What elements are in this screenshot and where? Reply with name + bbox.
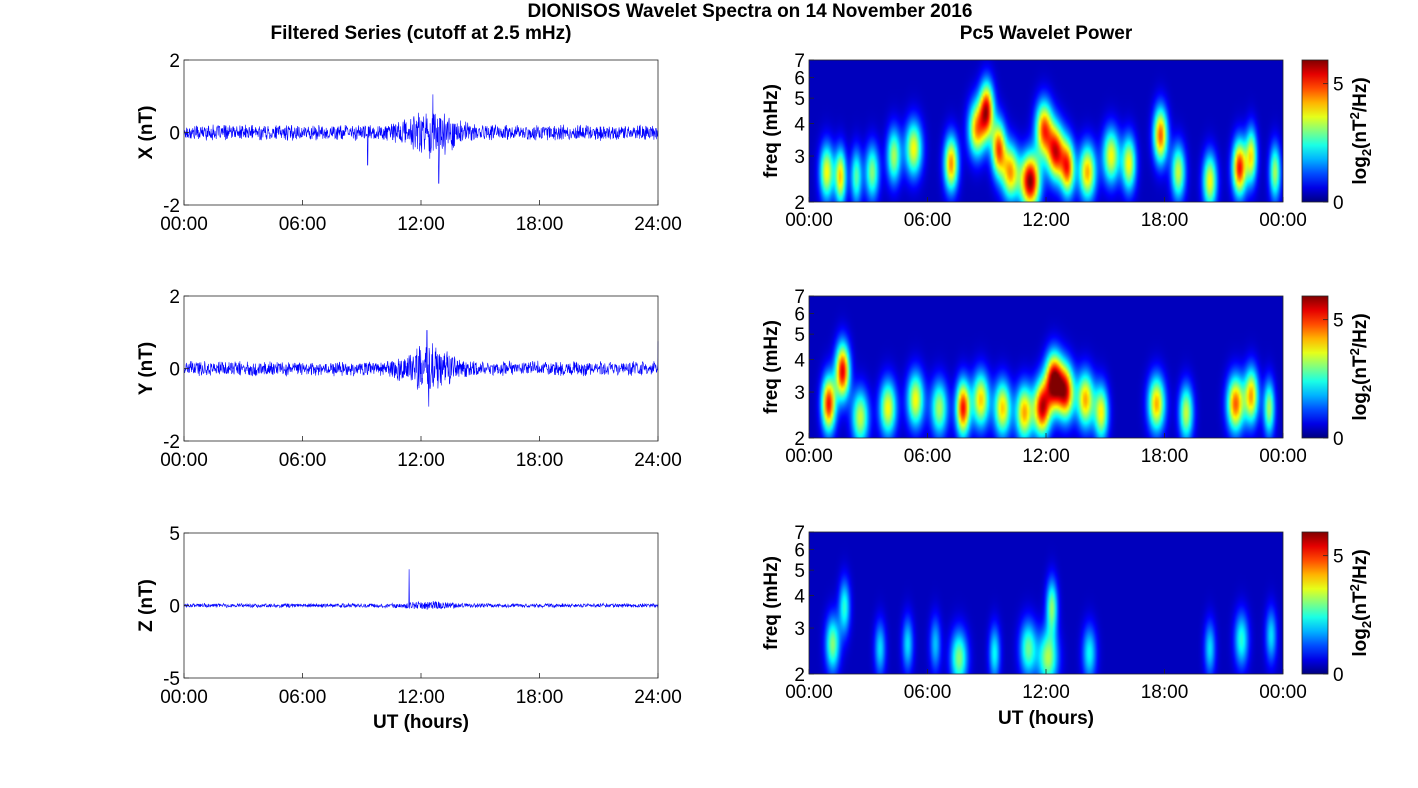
y-series-ylabel: Y (nT)	[136, 342, 157, 395]
z-wavelet-ytick-label: 2	[794, 665, 805, 686]
y-wavelet-ytick-label: 2	[794, 429, 805, 450]
z-wavelet-xtick-label: 06:00	[904, 682, 952, 703]
x-wavelet-xtick-label: 06:00	[904, 210, 952, 231]
y-wavelet-ytick-label: 6	[794, 304, 805, 325]
y-wavelet-colorbar	[1301, 295, 1329, 439]
z-series-ylabel: Z (nT)	[136, 579, 157, 632]
y-wavelet-ytick-label: 4	[794, 350, 805, 371]
y-series-ytick-label: 2	[169, 287, 180, 308]
y-series-xtick-label: 06:00	[279, 450, 327, 471]
z-series-ytick-label: -5	[163, 669, 180, 690]
z-wavelet-xtick-label: 00:00	[785, 682, 833, 703]
x-wavelet-ytick-label: 5	[794, 89, 805, 110]
z-wavelet-colorbar	[1301, 531, 1329, 675]
y-wavelet-ytick-label: 3	[794, 383, 805, 404]
x-series-trace	[183, 94, 659, 184]
x-wavelet-ytick-label: 6	[794, 68, 805, 89]
x-series-ytick-label: -2	[163, 196, 180, 217]
x-series-panel: 00:00 06:00 12:00 18:00 24:00 -2 0 2 X (nT)	[136, 51, 682, 235]
y-series-panel: 00:00 06:00 12:00 18:00 24:00 -2 0 2 Y (nT)	[136, 287, 682, 471]
x-wavelet-ytick-label: 2	[794, 193, 805, 214]
z-wavelet-image	[809, 532, 1283, 674]
y-series-ytick-label: -2	[163, 432, 180, 453]
figure-title: DIONISOS Wavelet Spectra on 14 November …	[528, 1, 973, 22]
z-wavelet-ylabel: freq (mHz)	[761, 556, 782, 650]
left-column-title: Filtered Series (cutoff at 2.5 mHz)	[271, 23, 572, 44]
y-series-xtick-label: 18:00	[516, 450, 564, 471]
z-series-ytick-label: 5	[169, 524, 180, 545]
x-wavelet-ytick-label: 3	[794, 147, 805, 168]
z-wavelet-ytick-label: 7	[794, 523, 805, 544]
y-wavelet-ytick-label: 5	[794, 325, 805, 346]
z-wavelet-colorbar-label: log2(nT2/Hz)	[1347, 549, 1374, 656]
x-wavelet-ytick-label: 7	[794, 51, 805, 72]
x-wavelet-colorbar-tick-label: 5	[1333, 75, 1344, 96]
z-wavelet-colorbar-tick-label: 5	[1333, 547, 1344, 568]
z-series-xtick-label: 18:00	[516, 687, 564, 708]
z-wavelet-xtick-label: 12:00	[1022, 682, 1070, 703]
z-series-xtick-label: 00:00	[160, 687, 208, 708]
x-wavelet-ylabel: freq (mHz)	[761, 84, 782, 178]
y-wavelet-ylabel: freq (mHz)	[761, 320, 782, 414]
z-series-xtick-label: 06:00	[279, 687, 327, 708]
x-series-ytick-label: 0	[169, 124, 180, 145]
x-series-xtick-label: 12:00	[397, 214, 445, 235]
z-series-xtick-label: 24:00	[634, 687, 682, 708]
z-wavelet-ytick-label: 3	[794, 619, 805, 640]
x-wavelet-xtick-label: 12:00	[1022, 210, 1070, 231]
x-series-xtick-label: 18:00	[516, 214, 564, 235]
y-wavelet-xtick-label: 00:00	[1259, 446, 1307, 467]
z-series-ytick-label: 0	[169, 597, 180, 618]
y-wavelet-xtick-label: 12:00	[1022, 446, 1070, 467]
z-series-trace	[183, 569, 659, 610]
z-wavelet-xtick-label: 00:00	[1259, 682, 1307, 703]
y-wavelet-colorbar-tick-label: 5	[1333, 311, 1344, 332]
y-wavelet-colorbar-tick-label: 0	[1333, 429, 1344, 450]
x-wavelet-colorbar-tick-label: 0	[1333, 193, 1344, 214]
x-series-ytick-label: 2	[169, 51, 180, 72]
y-wavelet-image	[809, 296, 1283, 438]
y-series-ytick-label: 0	[169, 360, 180, 381]
z-wavelet-ytick-label: 5	[794, 561, 805, 582]
x-wavelet-ytick-label: 4	[794, 114, 805, 135]
y-series-xtick-label: 24:00	[634, 450, 682, 471]
x-wavelet-image	[809, 60, 1283, 202]
y-wavelet-xtick-label: 18:00	[1141, 446, 1189, 467]
right-column-title: Pc5 Wavelet Power	[960, 23, 1133, 44]
x-wavelet-colorbar	[1301, 59, 1329, 203]
y-wavelet-xtick-label: 06:00	[904, 446, 952, 467]
y-wavelet-ytick-label: 7	[794, 287, 805, 308]
z-wavelet-colorbar-tick-label: 0	[1333, 665, 1344, 686]
x-series-xtick-label: 06:00	[279, 214, 327, 235]
x-series-xtick-label: 24:00	[634, 214, 682, 235]
z-wavelet-ytick-label: 6	[794, 540, 805, 561]
z-series-xlabel: UT (hours)	[373, 712, 469, 733]
y-series-xtick-label: 00:00	[160, 450, 208, 471]
y-series-xtick-label: 12:00	[397, 450, 445, 471]
z-wavelet-xlabel: UT (hours)	[998, 708, 1094, 729]
y-wavelet-colorbar-label: log2(nT2/Hz)	[1347, 313, 1374, 420]
z-wavelet-xtick-label: 18:00	[1141, 682, 1189, 703]
x-wavelet-xtick-label: 00:00	[785, 210, 833, 231]
y-wavelet-xtick-label: 00:00	[785, 446, 833, 467]
z-series-panel: 00:00 06:00 12:00 18:00 24:00 -5 0 5 Z (nT) UT (h…	[136, 524, 682, 733]
y-series-trace	[183, 330, 659, 407]
x-wavelet-xtick-label: 18:00	[1141, 210, 1189, 231]
x-wavelet-xtick-label: 00:00	[1259, 210, 1307, 231]
x-wavelet-colorbar-label: log2(nT2/Hz)	[1347, 77, 1374, 184]
z-series-xtick-label: 12:00	[397, 687, 445, 708]
x-series-ylabel: X (nT)	[136, 106, 157, 160]
x-series-xtick-label: 00:00	[160, 214, 208, 235]
z-wavelet-ytick-label: 4	[794, 586, 805, 607]
